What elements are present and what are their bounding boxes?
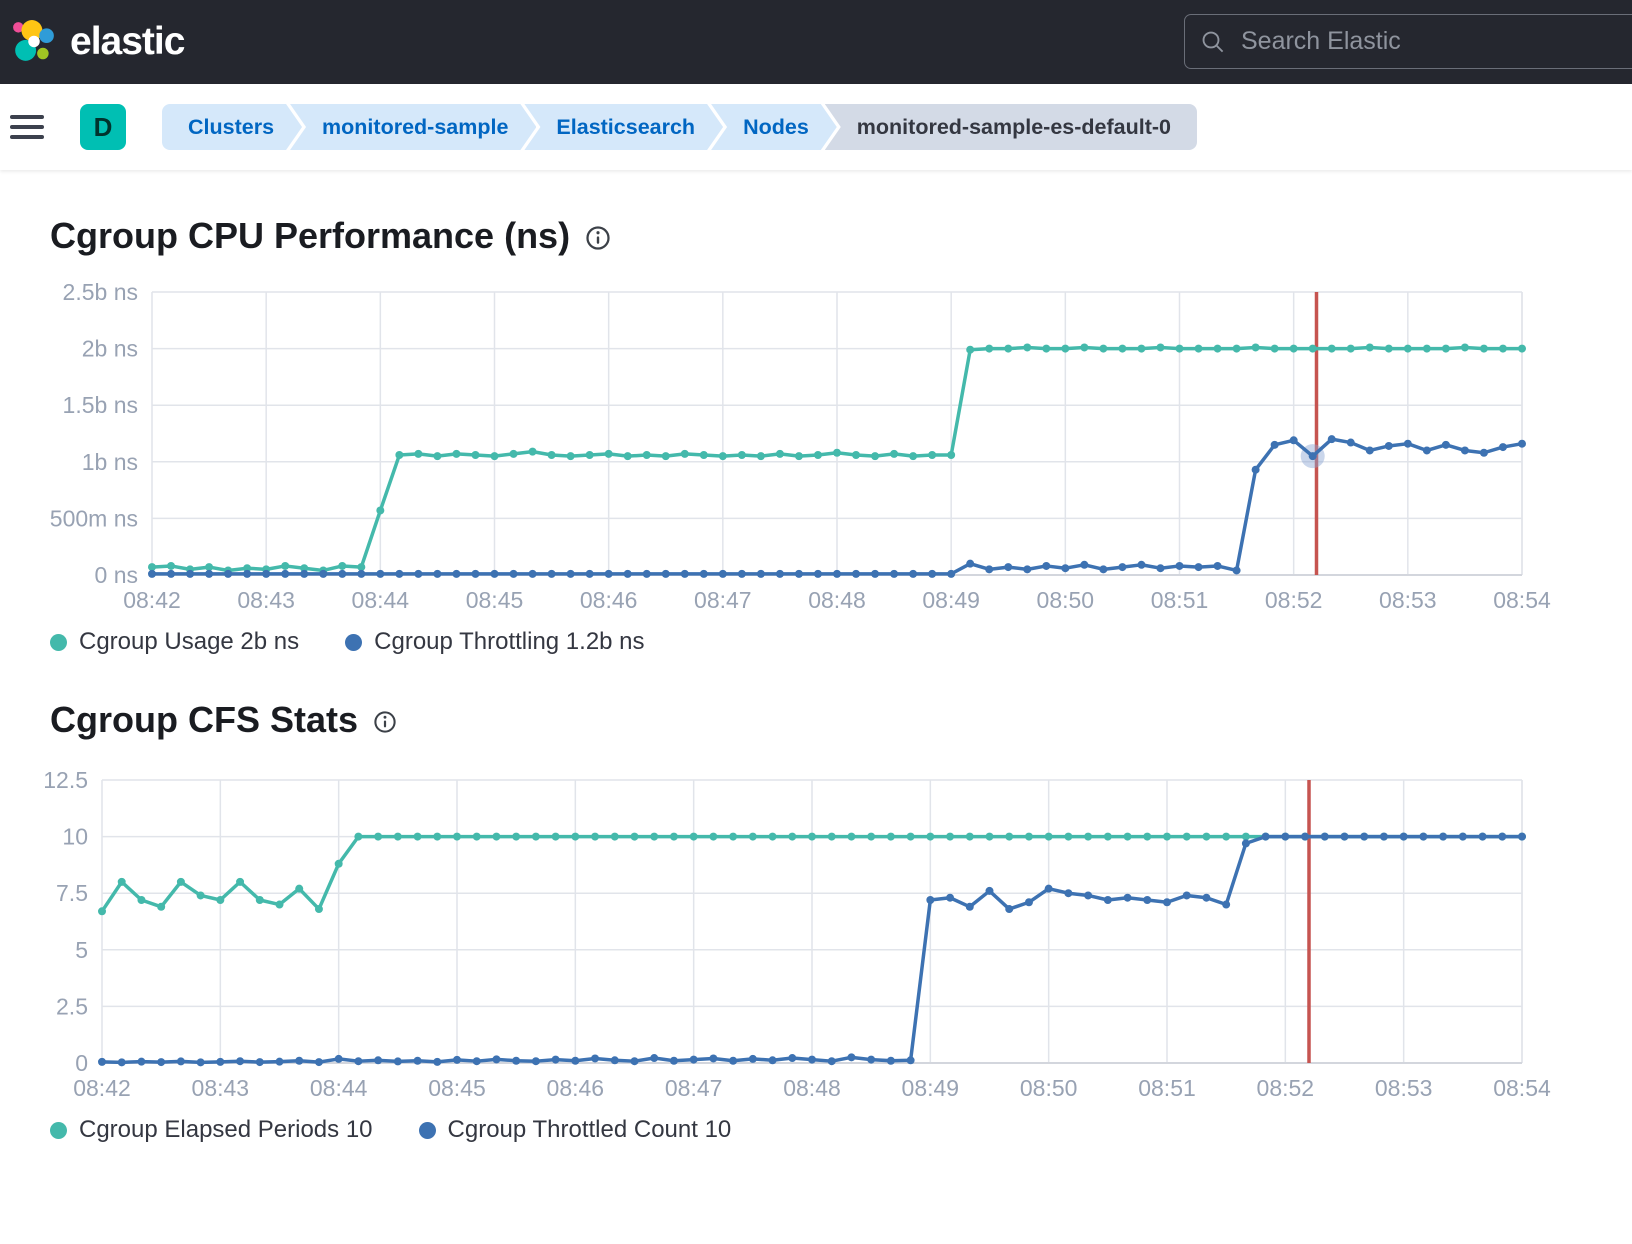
svg-text:08:52: 08:52 — [1265, 587, 1323, 613]
svg-text:08:49: 08:49 — [902, 1075, 960, 1101]
svg-text:5: 5 — [75, 937, 88, 963]
svg-text:08:50: 08:50 — [1037, 587, 1095, 613]
legend-item-cgroup-throttling[interactable]: Cgroup Throttling 1.2b ns — [345, 628, 645, 656]
svg-text:7.5: 7.5 — [56, 880, 88, 906]
legend-label: Cgroup Elapsed Periods 10 — [79, 1116, 373, 1143]
svg-text:0: 0 — [75, 1050, 88, 1076]
legend-label: Cgroup Usage 2b ns — [79, 628, 300, 655]
elastic-logo-icon[interactable] — [10, 18, 58, 66]
cfs-chart-legend: Cgroup Elapsed Periods 10 Cgroup Throttl… — [50, 1114, 1632, 1146]
svg-text:08:45: 08:45 — [428, 1075, 486, 1101]
search-icon — [1202, 31, 1224, 52]
breadcrumb-nodes[interactable]: Nodes — [711, 104, 837, 150]
svg-text:08:44: 08:44 — [310, 1075, 368, 1101]
svg-text:08:48: 08:48 — [783, 1075, 841, 1101]
cfs-stats-title: Cgroup CFS Stats — [50, 698, 1632, 742]
breadcrumb-bar: D Clusters monitored-sample Elasticsearc… — [0, 84, 1632, 170]
svg-text:08:42: 08:42 — [123, 587, 181, 613]
legend-item-throttled-count[interactable]: Cgroup Throttled Count 10 — [418, 1116, 732, 1144]
menu-icon[interactable] — [10, 109, 44, 146]
svg-text:08:51: 08:51 — [1151, 587, 1209, 613]
svg-text:08:54: 08:54 — [1493, 1075, 1551, 1101]
svg-text:10: 10 — [62, 824, 88, 850]
svg-text:500m ns: 500m ns — [50, 505, 138, 531]
breadcrumb-node-name: monitored-sample-es-default-0 — [824, 104, 1197, 150]
series-dot-teal — [50, 633, 67, 651]
svg-text:08:43: 08:43 — [237, 587, 295, 613]
svg-text:08:44: 08:44 — [352, 587, 410, 613]
svg-text:08:48: 08:48 — [808, 587, 866, 613]
legend-label: Cgroup Throttled Count 10 — [447, 1116, 732, 1143]
svg-text:12.5: 12.5 — [43, 770, 88, 793]
breadcrumb-elasticsearch[interactable]: Elasticsearch — [524, 104, 723, 150]
svg-text:0 ns: 0 ns — [95, 562, 138, 588]
svg-text:08:53: 08:53 — [1379, 587, 1437, 613]
svg-text:08:49: 08:49 — [922, 587, 980, 613]
series-dot-teal — [50, 1121, 67, 1139]
breadcrumb-cluster-name[interactable]: monitored-sample — [290, 104, 536, 150]
svg-text:08:46: 08:46 — [580, 587, 638, 613]
series-dot-blue — [345, 633, 363, 651]
breadcrumb: Clusters monitored-sample Elasticsearch … — [162, 104, 1197, 150]
brand-wordmark: elastic — [70, 20, 185, 63]
svg-text:08:46: 08:46 — [547, 1075, 605, 1101]
cpu-performance-chart[interactable]: 08:42 08:43 08:44 08:45 08:46 08:47 08:48 08:49… — [0, 282, 1632, 620]
legend-label: Cgroup Throttling 1.2b ns — [374, 628, 645, 655]
svg-text:2b ns: 2b ns — [82, 336, 138, 362]
node-advanced-page: Cgroup CPU Performance (ns) 08:42 08:43 08… — [0, 214, 1632, 1146]
legend-item-cgroup-usage[interactable]: Cgroup Usage 2b ns — [50, 628, 299, 656]
svg-text:08:52: 08:52 — [1257, 1075, 1315, 1101]
svg-text:2.5b ns: 2.5b ns — [63, 282, 138, 305]
cpu-chart-legend: Cgroup Usage 2b ns Cgroup Throttling 1.2… — [50, 626, 1632, 658]
info-icon[interactable] — [586, 226, 610, 250]
svg-text:08:42: 08:42 — [73, 1075, 131, 1101]
info-icon[interactable] — [374, 711, 396, 733]
svg-text:08:47: 08:47 — [694, 587, 752, 613]
search-input[interactable] — [1241, 27, 1541, 56]
svg-text:1b ns: 1b ns — [82, 449, 138, 475]
svg-text:2.5: 2.5 — [56, 993, 88, 1019]
svg-text:08:43: 08:43 — [192, 1075, 250, 1101]
app-header: elastic — [0, 0, 1632, 84]
svg-text:08:45: 08:45 — [466, 587, 524, 613]
breadcrumb-clusters[interactable]: Clusters — [162, 104, 302, 150]
legend-item-elapsed-periods[interactable]: Cgroup Elapsed Periods 10 — [50, 1116, 373, 1144]
svg-text:08:54: 08:54 — [1493, 587, 1551, 613]
svg-text:1.5b ns: 1.5b ns — [63, 392, 138, 418]
cpu-performance-title-text: Cgroup CPU Performance (ns) — [50, 215, 571, 256]
cpu-performance-title: Cgroup CPU Performance (ns) — [50, 214, 1632, 258]
svg-text:08:53: 08:53 — [1375, 1075, 1433, 1101]
cfs-stats-title-text: Cgroup CFS Stats — [50, 699, 359, 740]
deployment-badge[interactable]: D — [80, 104, 126, 150]
svg-text:08:47: 08:47 — [665, 1075, 723, 1101]
global-search[interactable] — [1184, 14, 1632, 69]
series-dot-blue — [418, 1121, 436, 1139]
cfs-stats-chart[interactable]: 08:42 08:43 08:44 08:45 08:46 08:47 08:48 08:49… — [0, 770, 1632, 1108]
svg-text:08:50: 08:50 — [1020, 1075, 1078, 1101]
svg-text:08:51: 08:51 — [1138, 1075, 1196, 1101]
